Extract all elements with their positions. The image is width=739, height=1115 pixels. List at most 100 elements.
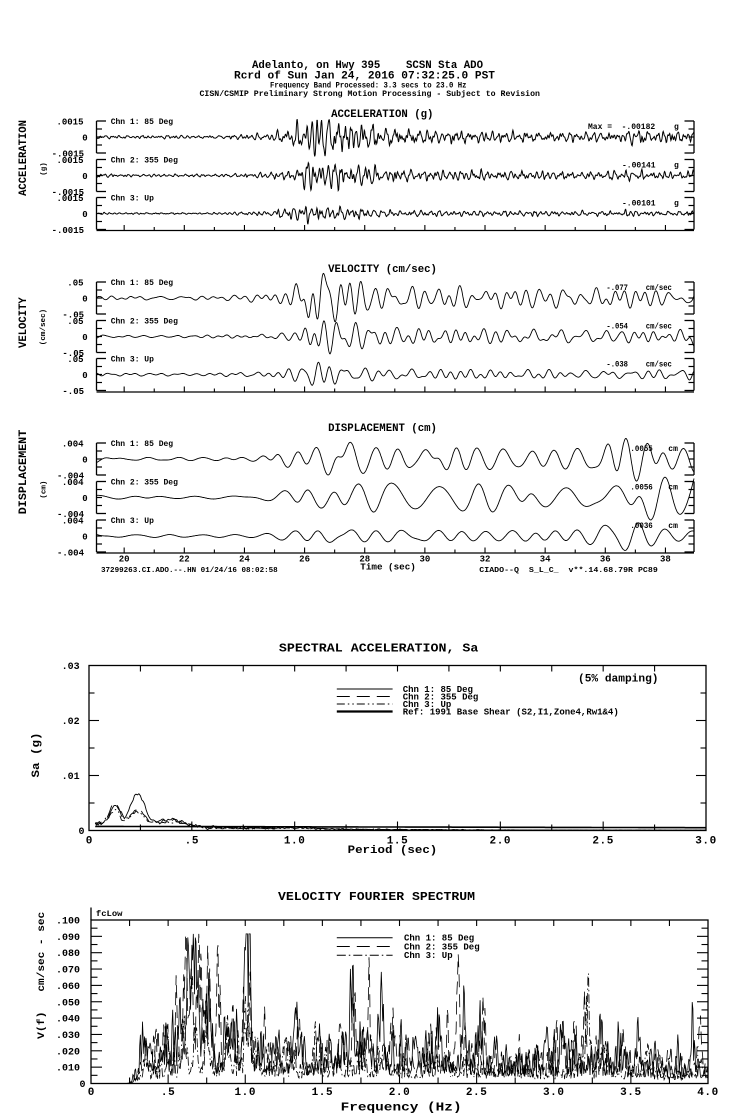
svg-text:0: 0 bbox=[82, 333, 87, 343]
svg-text:.0015: .0015 bbox=[56, 194, 83, 204]
svg-text:4.0: 4.0 bbox=[697, 1087, 719, 1099]
svg-text:-.00141: -.00141 bbox=[622, 162, 656, 171]
svg-text:(cm/sec): (cm/sec) bbox=[40, 309, 48, 345]
svg-text:.0056: .0056 bbox=[630, 484, 653, 493]
svg-text:DISPLACEMENT: DISPLACEMENT bbox=[18, 429, 30, 514]
svg-text:-.05: -.05 bbox=[62, 387, 84, 397]
svg-text:g: g bbox=[674, 123, 679, 132]
svg-text:.0036: .0036 bbox=[630, 522, 653, 531]
svg-text:0: 0 bbox=[82, 533, 87, 543]
svg-text:VELOCITY: VELOCITY bbox=[18, 297, 30, 348]
svg-text:-.004: -.004 bbox=[57, 510, 85, 520]
svg-text:Chn 2: 355 Deg: Chn 2: 355 Deg bbox=[111, 318, 178, 327]
svg-text:Chn 2: 355 Deg: Chn 2: 355 Deg bbox=[403, 692, 479, 702]
svg-text:.5: .5 bbox=[161, 1087, 175, 1099]
svg-text:cm: cm bbox=[668, 484, 678, 493]
svg-text:fcLow: fcLow bbox=[96, 910, 123, 919]
svg-text:cm/sec: cm/sec bbox=[646, 323, 672, 332]
svg-text:VELOCITY FOURIER SPECTRUM: VELOCITY FOURIER SPECTRUM bbox=[278, 890, 475, 904]
svg-text:28: 28 bbox=[359, 555, 370, 565]
svg-text:.5: .5 bbox=[185, 836, 199, 848]
svg-text:.090: .090 bbox=[56, 933, 80, 944]
svg-text:CIADO--Q S_L_C_ v**.14.68.79: CIADO--Q S_L_C_ v**.14.68.79R PC89 bbox=[479, 567, 658, 575]
svg-text:.080: .080 bbox=[56, 949, 80, 960]
svg-text:(cm): (cm) bbox=[41, 481, 49, 499]
svg-text:24: 24 bbox=[239, 555, 250, 565]
svg-text:34: 34 bbox=[540, 555, 551, 565]
svg-text:1.0: 1.0 bbox=[234, 1087, 256, 1099]
svg-text:Chn 1: 85 Deg: Chn 1: 85 Deg bbox=[403, 685, 473, 695]
svg-text:0: 0 bbox=[78, 827, 84, 838]
svg-text:.05: .05 bbox=[67, 279, 83, 289]
svg-text:2.0: 2.0 bbox=[490, 836, 512, 848]
svg-text:-.004: -.004 bbox=[57, 472, 85, 482]
svg-text:2.5: 2.5 bbox=[466, 1087, 488, 1099]
svg-text:-.054: -.054 bbox=[606, 323, 628, 332]
svg-text:2.5: 2.5 bbox=[592, 836, 614, 848]
svg-text:.070: .070 bbox=[56, 966, 80, 977]
svg-text:(5% damping): (5% damping) bbox=[578, 674, 659, 686]
svg-text:36: 36 bbox=[600, 555, 611, 565]
svg-text:Chn 1: 85 Deg: Chn 1: 85 Deg bbox=[111, 440, 174, 449]
svg-text:.100: .100 bbox=[56, 917, 80, 928]
svg-text:ACCELERATION (g): ACCELERATION (g) bbox=[331, 109, 433, 121]
svg-text:-.038: -.038 bbox=[606, 361, 628, 370]
svg-text:g: g bbox=[674, 200, 679, 209]
svg-text:.050: .050 bbox=[56, 998, 80, 1009]
svg-text:.05: .05 bbox=[67, 317, 83, 327]
svg-text:DISPLACEMENT (cm): DISPLACEMENT (cm) bbox=[328, 423, 437, 435]
svg-text:Time (sec): Time (sec) bbox=[360, 563, 416, 573]
svg-text:Max = -.00182: Max = -.00182 bbox=[588, 123, 655, 132]
svg-text:22: 22 bbox=[179, 555, 190, 565]
svg-text:.03: .03 bbox=[62, 662, 80, 673]
svg-text:cm: cm bbox=[668, 522, 678, 531]
svg-text:-.0015: -.0015 bbox=[52, 226, 84, 236]
svg-text:0: 0 bbox=[79, 1080, 85, 1091]
svg-text:.0015: .0015 bbox=[56, 156, 83, 166]
svg-text:Ref: 1991 Base Shear (S2,I1,Zo: Ref: 1991 Base Shear (S2,I1,Zone4,Rw1&4) bbox=[403, 707, 619, 717]
svg-text:.0055: .0055 bbox=[630, 445, 653, 454]
svg-text:.004: .004 bbox=[62, 478, 84, 488]
svg-text:.004: .004 bbox=[62, 517, 84, 527]
svg-text:VELOCITY (cm/sec): VELOCITY (cm/sec) bbox=[328, 264, 437, 276]
svg-text:20: 20 bbox=[119, 555, 130, 565]
svg-text:.030: .030 bbox=[56, 1031, 80, 1042]
svg-text:Adelanto, on Hwy 395 SCSN S: Adelanto, on Hwy 395 SCSN Sta ADO bbox=[252, 60, 484, 72]
svg-text:ACCELERATION: ACCELERATION bbox=[18, 120, 30, 196]
svg-text:.020: .020 bbox=[56, 1047, 80, 1058]
svg-text:cm: cm bbox=[668, 445, 678, 454]
svg-text:-.0015: -.0015 bbox=[52, 188, 84, 198]
svg-text:Period (sec): Period (sec) bbox=[348, 845, 438, 857]
svg-text:V(f): V(f) bbox=[36, 1011, 48, 1039]
svg-text:1.5: 1.5 bbox=[387, 836, 409, 848]
svg-text:.0015: .0015 bbox=[56, 118, 83, 128]
svg-text:Chn 1: 85 Deg: Chn 1: 85 Deg bbox=[111, 118, 174, 127]
svg-text:-.0015: -.0015 bbox=[52, 150, 84, 160]
svg-text:CISN/CSMIP Preliminary Strong: CISN/CSMIP Preliminary Strong Motion Pro… bbox=[200, 90, 541, 99]
svg-text:Chn 1: 85 Deg: Chn 1: 85 Deg bbox=[404, 934, 474, 944]
svg-text:Chn 2: 355 Deg: Chn 2: 355 Deg bbox=[111, 157, 178, 166]
svg-text:.01: .01 bbox=[62, 772, 80, 783]
svg-text:0: 0 bbox=[82, 210, 87, 220]
svg-text:g: g bbox=[674, 162, 679, 171]
svg-text:1.0: 1.0 bbox=[284, 836, 306, 848]
svg-text:3.0: 3.0 bbox=[543, 1087, 565, 1099]
svg-text:0: 0 bbox=[82, 456, 87, 466]
svg-text:30: 30 bbox=[419, 555, 430, 565]
svg-text:Frequency Band Processed: 3.3: Frequency Band Processed: 3.3 secs to 23… bbox=[270, 82, 467, 91]
svg-text:.060: .060 bbox=[56, 982, 80, 993]
svg-text:3.5: 3.5 bbox=[620, 1087, 642, 1099]
svg-text:Chn 3: Up: Chn 3: Up bbox=[111, 356, 154, 365]
svg-text:.02: .02 bbox=[62, 717, 80, 728]
svg-text:-.077: -.077 bbox=[606, 284, 628, 293]
svg-text:Frequency (Hz): Frequency (Hz) bbox=[341, 1102, 462, 1115]
svg-text:0: 0 bbox=[82, 134, 87, 144]
svg-text:Chn 1: 85 Deg: Chn 1: 85 Deg bbox=[111, 279, 174, 288]
svg-text:SPECTRAL ACCELERATION, Sa: SPECTRAL ACCELERATION, Sa bbox=[279, 642, 479, 656]
svg-text:-.05: -.05 bbox=[62, 349, 84, 359]
svg-text:Chn 2: 355 Deg: Chn 2: 355 Deg bbox=[404, 942, 480, 952]
svg-text:1.5: 1.5 bbox=[312, 1087, 334, 1099]
svg-text:(g): (g) bbox=[41, 162, 49, 176]
svg-text:Sa (g): Sa (g) bbox=[31, 733, 43, 778]
svg-text:cm/sec - sec: cm/sec - sec bbox=[36, 912, 48, 992]
